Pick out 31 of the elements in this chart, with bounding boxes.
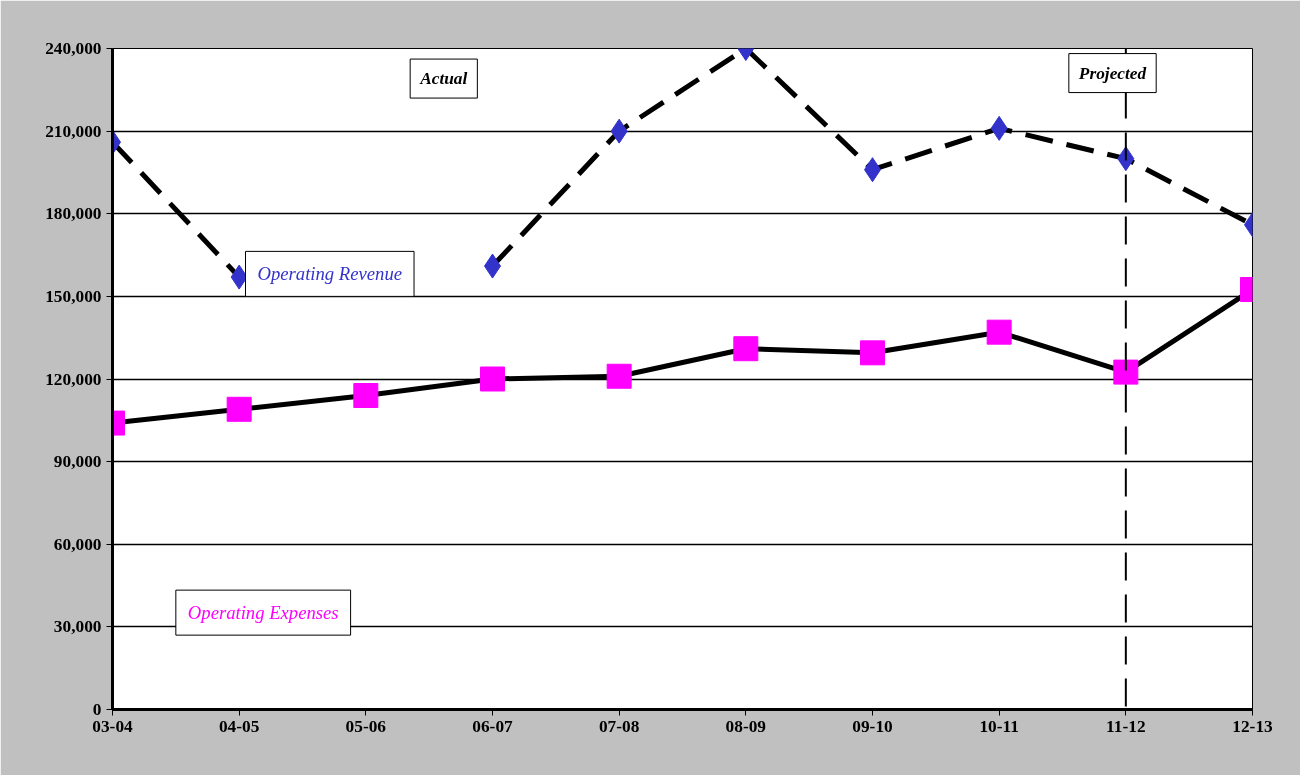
x-tick-label: 12-13 — [1232, 716, 1274, 736]
series-label: Operating Revenue — [257, 263, 403, 285]
point — [353, 383, 379, 409]
text: Operating Expenses — [187, 602, 339, 624]
x-tick-label: 03-04 — [92, 716, 134, 736]
point — [986, 319, 1012, 345]
point — [1113, 359, 1139, 385]
x-tick-label: 07-08 — [598, 716, 640, 736]
x-tick-label: 05-06 — [345, 716, 387, 736]
y-tick-label: 90,000 — [53, 452, 102, 472]
annotation: Actual — [419, 69, 468, 89]
y-tick-label: 150,000 — [45, 286, 102, 306]
x-tick-label: 08-09 — [725, 716, 767, 736]
y-tick-label: 120,000 — [45, 369, 102, 389]
point — [860, 340, 885, 366]
x-tick-label: 04-05 — [218, 716, 260, 736]
y-tick-label: 180,000 — [45, 204, 102, 224]
y-tick-label: 0 — [92, 700, 102, 719]
point — [606, 363, 632, 389]
point — [733, 336, 759, 362]
x-tick-label: 09-10 — [852, 716, 893, 736]
y-tick-label: 210,000 — [45, 121, 102, 141]
x-tick-label: 10-11 — [979, 716, 1019, 736]
point — [480, 366, 505, 392]
y-tick-label: 60,000 — [53, 534, 102, 554]
y-tick-label: 30,000 — [53, 617, 102, 637]
y-tick-label: 240,000 — [45, 39, 102, 58]
point — [226, 396, 252, 422]
x-tick-label: 06-07 — [472, 716, 514, 736]
annotation: Projected — [1077, 63, 1147, 83]
x-tick-label: 11-12 — [1106, 716, 1146, 736]
